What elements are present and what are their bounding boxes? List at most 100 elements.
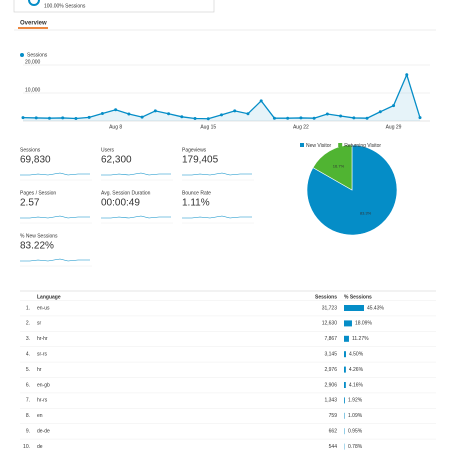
- sessions: 662: [329, 429, 338, 435]
- point: [339, 114, 342, 117]
- point: [207, 117, 210, 120]
- point: [48, 117, 51, 120]
- x-tick-label: Aug 8: [109, 124, 122, 130]
- sparkline: [20, 216, 90, 218]
- rank: 6.: [26, 382, 30, 388]
- tab[interactable]: Overview: [20, 21, 47, 27]
- pct-label: 4.26%: [349, 367, 364, 373]
- metric-value: 69,830: [20, 155, 51, 166]
- point: [405, 73, 408, 76]
- language: hr-hr: [37, 336, 48, 342]
- legend-label: Returning Visitor: [344, 143, 381, 149]
- rank: 9.: [26, 429, 30, 435]
- point: [392, 104, 395, 107]
- pct-label: 0.78%: [348, 444, 363, 450]
- point: [154, 109, 157, 112]
- language: en-gb: [37, 382, 50, 388]
- point: [35, 116, 38, 119]
- point: [379, 110, 382, 113]
- metric-value: 00:00:49: [101, 198, 140, 209]
- sessions: 1,343: [324, 398, 337, 404]
- sparkline: [182, 216, 252, 218]
- slice-label: 83.3%: [360, 210, 372, 215]
- point: [352, 116, 355, 119]
- metric-value: 62,300: [101, 155, 132, 166]
- y-tick-label: 20,000: [25, 59, 41, 65]
- pct-bar: [344, 320, 352, 326]
- legend-swatch: [338, 143, 342, 147]
- point: [180, 115, 183, 118]
- pct-label: 11.27%: [352, 336, 369, 342]
- metric-label: Sessions: [20, 147, 41, 153]
- rank: 2.: [26, 321, 30, 327]
- point: [101, 112, 104, 115]
- col-header: Language: [37, 294, 61, 300]
- pct-bar: [344, 351, 346, 357]
- pct-label: 4.16%: [349, 382, 364, 388]
- point: [419, 116, 422, 119]
- metric-label: Pageviews: [182, 147, 207, 153]
- slice-label: 16.7%: [333, 164, 345, 169]
- pct-label: 4.50%: [349, 352, 364, 358]
- x-tick-label: Aug 29: [386, 124, 402, 130]
- sparkline: [101, 173, 171, 175]
- metric-label: Users: [101, 147, 115, 153]
- pct-label: 0.95%: [348, 429, 363, 435]
- language: en-us: [37, 305, 50, 311]
- point: [114, 108, 117, 111]
- point: [74, 117, 77, 120]
- metric-value: 179,405: [182, 155, 219, 166]
- metric-value: 83.22%: [20, 241, 54, 252]
- language: de-de: [37, 429, 50, 435]
- point: [260, 99, 263, 102]
- point: [167, 112, 170, 115]
- legend-marker: [20, 53, 24, 57]
- line: [23, 75, 420, 119]
- point: [88, 116, 91, 119]
- pct-bar: [344, 397, 345, 403]
- metric-label: Avg. Session Duration: [101, 190, 151, 196]
- sessions: 544: [329, 444, 338, 450]
- legend-label: Sessions: [27, 52, 48, 58]
- sessions: 7,867: [324, 336, 337, 342]
- point: [233, 109, 236, 112]
- point: [127, 113, 130, 116]
- sessions: 31,723: [322, 305, 338, 311]
- pct-label: 18.09%: [355, 321, 373, 327]
- point: [366, 117, 369, 120]
- language: sr-rs: [37, 352, 47, 358]
- language: en: [37, 413, 43, 419]
- point: [273, 117, 276, 120]
- sparkline: [20, 173, 90, 175]
- metric-label: Bounce Rate: [182, 190, 211, 196]
- rank: 7.: [26, 398, 30, 404]
- point: [141, 116, 144, 119]
- y-tick-label: 10,000: [25, 87, 41, 93]
- language: hr: [37, 367, 42, 373]
- language: de: [37, 444, 43, 450]
- x-tick-label: Aug 22: [293, 124, 309, 130]
- segment-label: 100.00% Sessions: [44, 3, 86, 9]
- pct-label: 1.92%: [348, 398, 363, 404]
- pct-bar: [344, 367, 346, 373]
- metric-label: % New Sessions: [20, 233, 58, 239]
- rank: 3.: [26, 336, 30, 342]
- sparkline: [20, 259, 90, 261]
- sessions: 759: [329, 413, 338, 419]
- sessions: 3,145: [324, 352, 337, 358]
- rank: 4.: [26, 352, 30, 358]
- point: [313, 117, 316, 120]
- rank: 5.: [26, 367, 30, 373]
- point: [326, 113, 329, 116]
- sessions: 2,906: [324, 382, 337, 388]
- pct-label: 45.43%: [367, 305, 385, 311]
- point: [299, 116, 302, 119]
- rank: 10.: [23, 444, 30, 450]
- point: [61, 116, 64, 119]
- col-header: % Sessions: [344, 294, 372, 300]
- rank: 8.: [26, 413, 30, 419]
- language: hr-rs: [37, 398, 48, 404]
- pct-bar: [344, 305, 364, 311]
